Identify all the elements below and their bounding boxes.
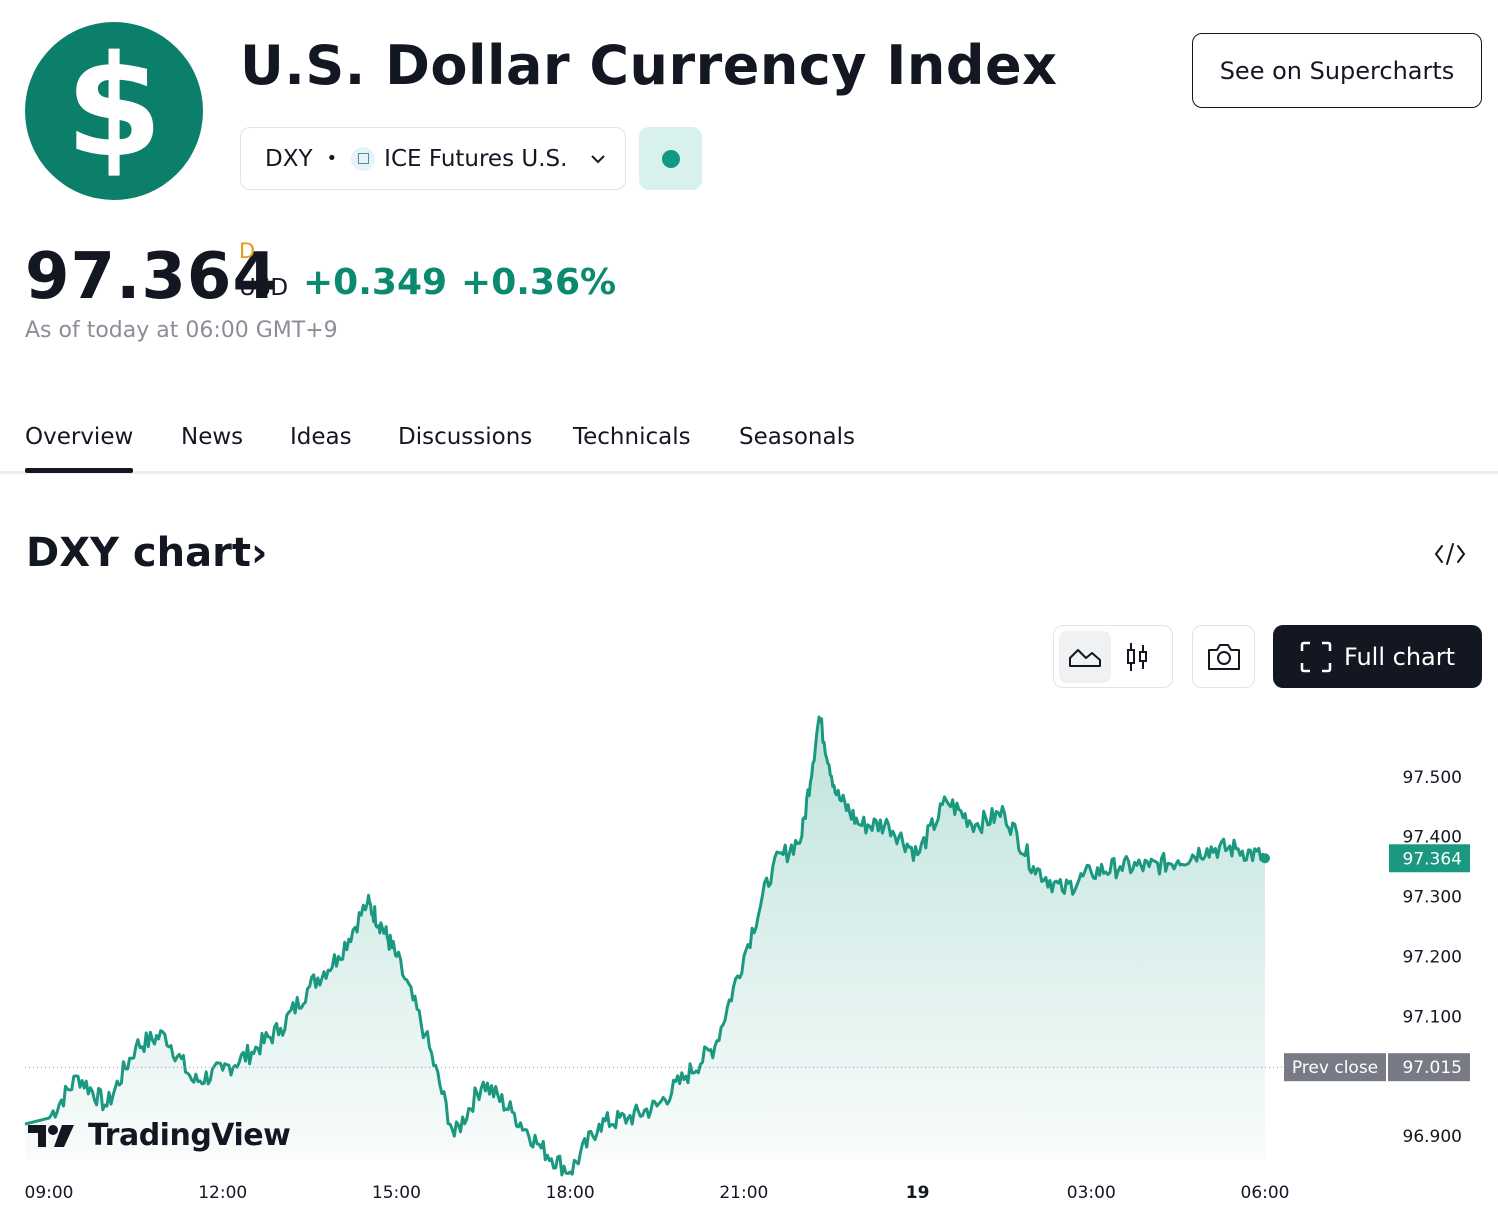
last-price: 97.364 [25,240,278,314]
prev-close-tag [1284,1053,1386,1082]
tab-technicals[interactable]: Technicals [573,424,691,450]
x-tick-label: 18:00 [546,1183,595,1203]
area-chart-button[interactable] [1059,630,1111,683]
area-chart-icon [1069,648,1101,667]
chart-section-title[interactable]: DXY chart› [26,530,267,576]
prev-close-value-tag [1388,1053,1470,1082]
chevron-right-icon: › [250,530,268,576]
x-tick-label: 06:00 [1241,1183,1290,1203]
candles-icon [1127,642,1147,671]
fullscreen-icon [1300,641,1332,672]
price-line [24,715,1267,1177]
y-tick-label: 96.900 [1403,1127,1462,1147]
symbol-exchange-selector[interactable]: DXY • ICE Futures U.S. [240,127,626,190]
y-tick-label: 97.500 [1403,768,1462,788]
tab-discussions[interactable]: Discussions [398,424,533,450]
separator-dot: • [326,148,338,169]
prev-close-value-label: 97.015 [1403,1058,1462,1078]
page-title: U.S. Dollar Currency Index [240,34,1058,97]
price-currency: USD [239,275,289,301]
prev-close-tag-label: Prev close [1292,1058,1378,1078]
y-tick-label: 97.200 [1403,947,1462,967]
tradingview-logo-icon [28,1124,74,1147]
x-tick-label: 15:00 [372,1183,421,1203]
tab-seasonals[interactable]: Seasonals [739,424,855,450]
x-tick-label: 19 [906,1183,930,1203]
chevron-down-icon [589,153,607,165]
exchange-name: ICE Futures U.S. [384,145,568,172]
market-status-indicator[interactable] [639,127,702,190]
chart-type-toggle [1053,625,1173,688]
symbol-logo: $ [25,22,203,200]
full-chart-button[interactable]: Full chart [1273,625,1482,688]
change-percent: +0.36% [461,262,617,303]
x-tick-label: 03:00 [1067,1183,1116,1203]
camera-icon [1207,643,1240,670]
full-chart-label: Full chart [1343,642,1456,671]
see-on-supercharts-button[interactable]: See on Supercharts [1192,33,1482,108]
y-tick-label: 97.300 [1403,888,1462,908]
x-tick-label: 09:00 [25,1183,74,1203]
symbol-ticker: DXY [265,145,313,172]
tab-ideas[interactable]: Ideas [290,424,352,450]
last-price-dot [1260,853,1270,864]
quote-timestamp: As of today at 06:00 GMT+9 [25,318,338,343]
price-area-fill [25,717,1265,1175]
y-tick-label: 97.400 [1403,828,1462,848]
price-change: +0.349 +0.36% [303,262,616,303]
x-tick-label: 21:00 [719,1183,768,1203]
market-open-dot-icon [661,149,680,168]
y-tick-label: 97.100 [1403,1007,1462,1027]
change-absolute: +0.349 [303,262,448,303]
tab-overview[interactable]: Overview [25,424,134,473]
price-chart[interactable]: 97.500 97.400 97.300 97.200 97.100 96.900 09:… [0,700,1498,1226]
chart-title-text: DXY chart [26,530,251,576]
x-tick-label: 12:00 [198,1183,247,1203]
tradingview-wordmark: TradingView [88,1118,291,1153]
delayed-data-flag[interactable]: D [239,239,256,263]
embed-code-icon[interactable] [1432,538,1468,570]
exchange-icon [351,146,376,171]
snapshot-button[interactable] [1192,625,1255,688]
tab-news[interactable]: News [181,424,244,450]
tab-bar: Overview News Ideas Discussions Technica… [0,420,1498,474]
candles-chart-button[interactable] [1111,631,1163,683]
last-price-tag-label: 97.364 [1403,849,1462,869]
tradingview-logo[interactable]: TradingView [26,1118,291,1153]
last-price-tag [1389,844,1470,873]
